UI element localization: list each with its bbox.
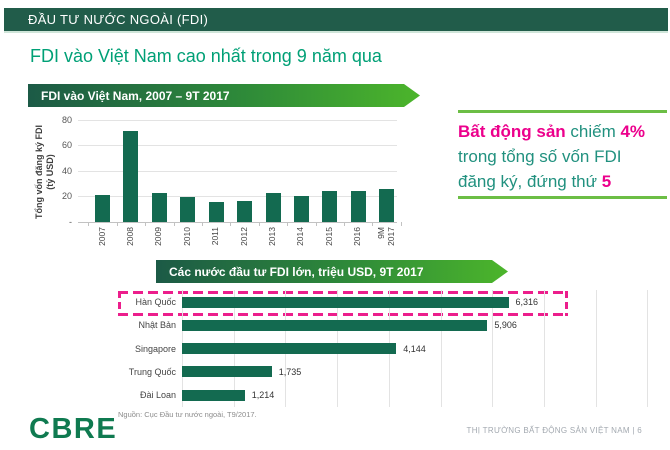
xlabel-9M-2017: 9M 2017 [375, 227, 396, 246]
ytick-20: 20 [61, 191, 72, 201]
accent-line-bottom [458, 196, 667, 199]
xlabel-2007: 2007 [96, 227, 107, 246]
country-bar-2 [182, 343, 397, 354]
bar-2010 [180, 196, 196, 222]
x-tick-8 [315, 222, 317, 226]
gridline-80 [78, 119, 397, 121]
country-label-1: Nhật Bản [138, 320, 176, 331]
chart2-banner-title: Các nước đầu tư FDI lớn, triệu USD, 9T 2… [169, 264, 424, 279]
bar-2015 [322, 191, 338, 222]
x-tick-1 [116, 222, 118, 226]
vgridline-8000 [596, 290, 597, 407]
x-tick-5 [230, 222, 232, 226]
gridline-20 [78, 196, 397, 197]
insight-text-3: đăng ký, đứng thứ [458, 172, 602, 191]
xlabel-2014: 2014 [295, 227, 306, 246]
x-tick-3 [173, 222, 175, 226]
bar-2014 [293, 196, 309, 222]
highlight-box-right [565, 291, 568, 316]
vgridline-7000 [544, 290, 545, 407]
insight-highlight-2: 4% [620, 122, 646, 141]
vgridline-6000 [492, 290, 493, 407]
chart1-banner: FDI vào Việt Nam, 2007 – 9T 2017 [28, 84, 420, 107]
country-label-0: Hàn Quốc [135, 297, 176, 307]
gridline-60 [78, 145, 397, 146]
page-title: FDI vào Việt Nam cao nhất trong 9 năm qu… [30, 46, 382, 66]
bar-2012 [237, 201, 253, 222]
country-bar-1 [182, 319, 488, 331]
xlabel-2013: 2013 [267, 227, 278, 246]
ytick-80: 80 [61, 114, 72, 125]
fdi-column-chart: Tổng vốn đăng ký FDI (tỷ USD) 80 60 40 20-2… [0, 112, 430, 260]
insight-line-3: đăng ký, đứng thứ 5 [458, 169, 670, 194]
bar-2008 [123, 130, 139, 222]
xlabel-2015: 2015 [323, 227, 334, 246]
country-bar-4 [182, 389, 245, 401]
header-title: ĐẦU TƯ NƯỚC NGOÀI (FDI) [28, 12, 209, 27]
x-tick-4 [201, 222, 203, 226]
ytick--: - [69, 216, 72, 227]
ytick-40: 40 [61, 165, 72, 176]
country-value-3: 1,735 [278, 366, 302, 377]
x-tick-10 [372, 222, 374, 226]
bar-2013 [265, 193, 281, 222]
footer-page-label: THỊ TRƯỜNG BẤT ĐỘNG SẢN VIỆT NAM | 6 [466, 426, 642, 435]
insight-text-1: chiếm [565, 122, 621, 141]
bar-2007 [95, 194, 110, 222]
country-label-3: Trung Quốc [128, 366, 176, 377]
insight-highlight-1: Bất động sản [458, 122, 566, 141]
vgridline-5000 [441, 290, 442, 407]
country-value-1: 5,906 [494, 320, 517, 331]
x-tick-2 [145, 222, 147, 226]
xlabel-2009: 2009 [153, 227, 164, 246]
header-bar: ĐẦU TƯ NƯỚC NGOÀI (FDI) [4, 8, 668, 33]
x-axis-line [78, 222, 397, 223]
highlight-box-top [118, 291, 568, 294]
source-note: Nguồn: Cục Đầu tư nước ngoài, T9/2017. [118, 410, 257, 419]
chart1-banner-title: FDI vào Việt Nam, 2007 – 9T 2017 [41, 88, 230, 103]
accent-line-top [458, 110, 667, 113]
highlight-box-left [118, 291, 121, 316]
x-tick-6 [258, 222, 260, 226]
fdi-country-bar-chart: Hàn Quốc 6,316 Nhật Bản 5,906 Singapore 4,144… [0, 288, 670, 413]
insight-line-2: trong tổng số vốn FDI [458, 147, 622, 166]
insight-highlight-3: 5 [601, 172, 612, 191]
bar-2016 [350, 190, 366, 222]
country-label-2: Singapore [134, 343, 176, 354]
x-tick-9 [344, 222, 346, 226]
gridline-40 [78, 170, 397, 172]
x-tick-end [400, 222, 402, 226]
xlabel-2016: 2016 [352, 227, 363, 246]
xlabel-2012: 2012 [238, 227, 249, 246]
x-tick-0 [88, 222, 90, 226]
insight-line-1: Bất động sản chiếm 4% [458, 119, 670, 144]
country-bar-3 [182, 366, 272, 378]
bar-2009 [151, 192, 167, 222]
xlabel-2008: 2008 [124, 227, 135, 246]
bar-2011 [208, 202, 224, 222]
chart2-banner: Các nước đầu tư FDI lớn, triệu USD, 9T 2… [156, 260, 508, 283]
country-bar-0 [182, 296, 509, 308]
highlight-box [118, 291, 568, 316]
country-label-4: Đài Loan [139, 390, 176, 400]
x-tick-7 [287, 222, 289, 226]
highlight-box-bottom [118, 313, 568, 316]
xlabel-2010: 2010 [181, 227, 192, 246]
bar-9M-2017 [379, 189, 395, 222]
cbre-logo: CBRE [29, 413, 118, 445]
country-value-0: 6,316 [515, 297, 539, 307]
country-value-2: 4,144 [403, 343, 426, 354]
country-value-4: 1,214 [251, 390, 275, 400]
ytick-60: 60 [61, 140, 72, 150]
xlabel-2011: 2011 [210, 227, 221, 246]
vgridline-9000 [647, 290, 648, 407]
insight-callout: Bất động sản chiếm 4% trong tổng số vốn … [458, 119, 670, 194]
